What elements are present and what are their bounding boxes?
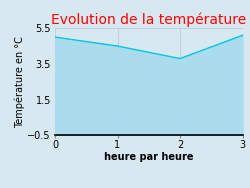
Y-axis label: Température en °C: Température en °C xyxy=(14,36,24,128)
X-axis label: heure par heure: heure par heure xyxy=(104,152,194,162)
Title: Evolution de la température: Evolution de la température xyxy=(51,13,246,27)
